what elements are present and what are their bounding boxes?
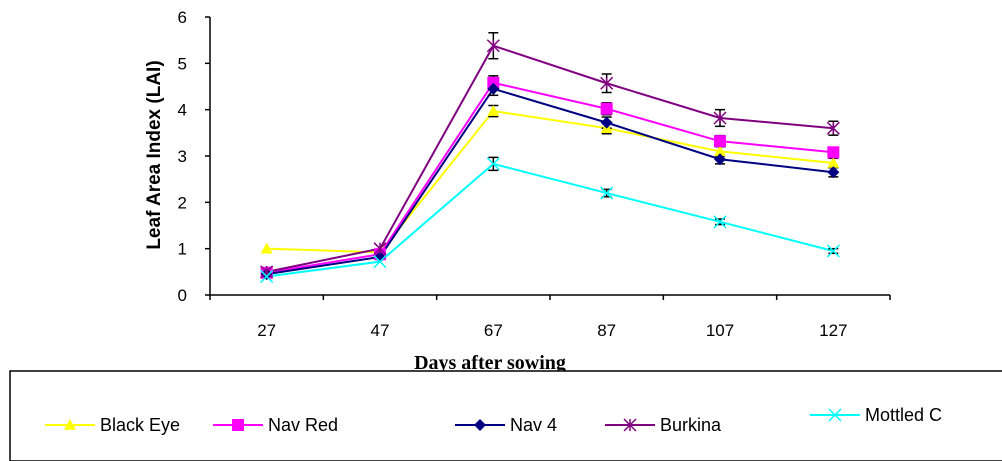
data-point-triangle: [260, 242, 273, 254]
legend-label: Mottled C: [865, 405, 942, 425]
data-point-square: [600, 102, 613, 115]
data-point-triangle: [64, 419, 76, 430]
data-point-diamond: [714, 153, 726, 166]
x-stroke: [486, 157, 500, 171]
x-tick-label: 87: [597, 321, 616, 340]
series-line: [266, 162, 834, 278]
series-layer: [260, 32, 840, 283]
data-point-star: [713, 111, 727, 125]
y-tick-label: 6: [178, 8, 187, 27]
data-point-x: [713, 215, 727, 229]
data-point-x: [260, 269, 274, 283]
y-tick-label: 1: [178, 240, 187, 259]
legend-item: Nav 4: [455, 415, 557, 435]
x-tick-label: 127: [819, 321, 847, 340]
data-point-x: [826, 244, 840, 258]
series-line: [266, 87, 834, 276]
x-axis-label: Days after sowing: [414, 352, 566, 374]
legend-label: Black Eye: [100, 415, 180, 435]
data-point-star: [486, 39, 500, 53]
data-point-diamond: [827, 166, 840, 179]
y-axis-label: Leaf Area Index (LAI): [144, 60, 165, 249]
data-point-diamond: [374, 251, 386, 264]
x-stroke: [826, 244, 840, 258]
series-line: [266, 81, 834, 274]
x-tick-labels: 27 47 67 87 107 127: [257, 321, 847, 340]
series-line: [266, 44, 834, 273]
y-tick-label: 2: [178, 193, 187, 212]
y-tick-label: 3: [178, 147, 187, 166]
legend-item: Black Eye: [45, 415, 180, 435]
y-tick-label: 0: [178, 286, 187, 305]
legend-item: Mottled C: [810, 405, 942, 425]
legend-label: Nav Red: [268, 415, 338, 435]
series-line: [266, 109, 834, 254]
x-stroke: [713, 215, 727, 229]
x-stroke: [600, 186, 614, 200]
data-point-square: [232, 419, 244, 431]
data-point-star: [373, 242, 387, 256]
data-point-triangle: [827, 156, 840, 168]
y-tick-label: 5: [178, 54, 187, 73]
data-point-diamond: [600, 116, 613, 129]
x-tick-label: 67: [484, 321, 503, 340]
data-point-diamond: [474, 419, 486, 431]
x-stroke: [373, 255, 387, 269]
y-tick-label: 4: [178, 101, 187, 120]
legend-label: Burkina: [660, 415, 722, 435]
x-tick-label: 27: [257, 321, 276, 340]
legend-label: Nav 4: [510, 415, 557, 435]
data-point-x: [828, 408, 842, 422]
x-stroke: [260, 269, 274, 283]
legend: Black Eye Nav Red Nav 4 Burkina Mottled C: [45, 405, 942, 435]
data-point-x: [373, 255, 387, 269]
x-tick-label: 47: [371, 321, 390, 340]
legend-item: Nav Red: [213, 415, 338, 435]
data-point-star: [826, 121, 840, 135]
data-point-x: [600, 186, 614, 200]
data-point-square: [487, 76, 500, 89]
data-point-square: [714, 135, 726, 148]
x-stroke: [828, 408, 842, 422]
data-point-star: [623, 418, 637, 432]
y-tick-labels: 0 1 2 3 4 5 6: [178, 8, 187, 305]
data-point-triangle: [714, 145, 726, 157]
data-point-diamond: [487, 82, 500, 95]
legend-item: Burkina: [605, 415, 722, 435]
data-point-x: [486, 157, 500, 171]
x-tick-label: 107: [706, 321, 734, 340]
axes: [205, 16, 891, 300]
data-point-square: [827, 146, 840, 159]
data-point-star: [600, 76, 614, 90]
data-point-triangle: [487, 105, 500, 116]
